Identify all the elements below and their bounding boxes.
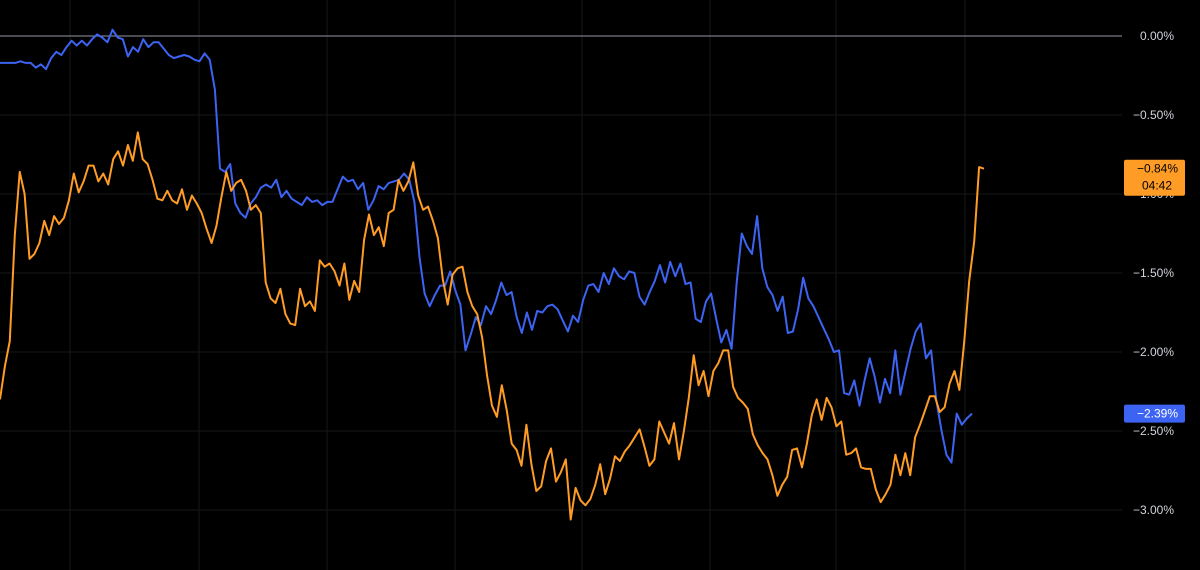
y-tick-label: −1.50%: [1133, 266, 1174, 280]
y-tick-label: −2.00%: [1133, 345, 1174, 359]
y-tick-label: 0.00%: [1140, 29, 1174, 43]
y-tick-label: −3.00%: [1133, 503, 1174, 517]
last-value-badges: −2.39% −0.84% 04:42: [1124, 159, 1185, 423]
last-value-badge-orange: [1124, 159, 1185, 196]
series-line-0: [0, 28, 973, 464]
last-value-time-orange: 04:42: [1142, 179, 1172, 193]
last-value-badge-blue: [1124, 404, 1185, 423]
last-value-label-orange: −0.84%: [1137, 162, 1178, 176]
series-line-1: [0, 131, 985, 521]
grid: [0, 0, 1122, 570]
y-tick-label: −0.50%: [1133, 108, 1174, 122]
series-group: [0, 28, 985, 521]
y-tick-label: −2.50%: [1133, 424, 1174, 438]
y-axis: 0.00%−0.50%−1.00%−1.50%−2.00%−2.50%−3.00…: [1133, 29, 1174, 517]
last-value-label-blue: −2.39%: [1137, 407, 1178, 421]
